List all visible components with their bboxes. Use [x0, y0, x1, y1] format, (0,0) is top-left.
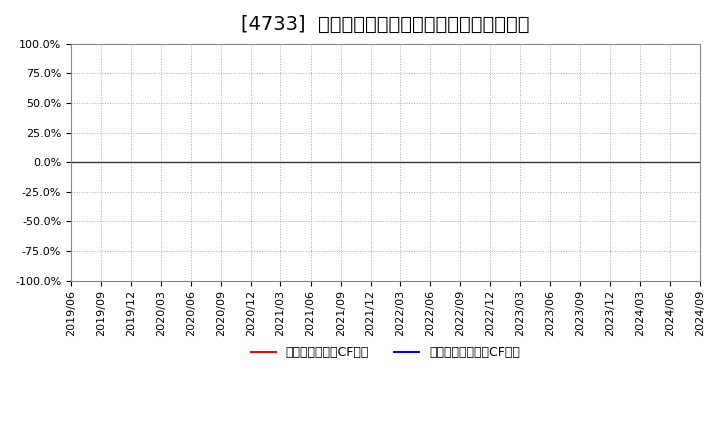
Legend: 有利子負債営業CF比率, 有利子負債フリーCF比率: 有利子負債営業CF比率, 有利子負債フリーCF比率	[246, 341, 525, 364]
Title: [4733]  有利子負債キャッシュフロー比率の推移: [4733] 有利子負債キャッシュフロー比率の推移	[241, 15, 530, 34]
